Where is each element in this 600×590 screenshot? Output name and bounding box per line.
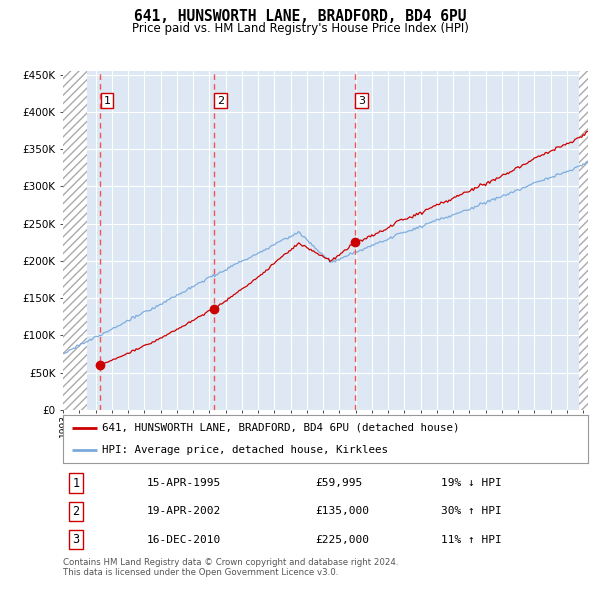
Text: 1: 1	[73, 477, 80, 490]
Text: HPI: Average price, detached house, Kirklees: HPI: Average price, detached house, Kirk…	[103, 445, 388, 455]
Text: 30% ↑ HPI: 30% ↑ HPI	[441, 506, 502, 516]
Text: 11% ↑ HPI: 11% ↑ HPI	[441, 535, 502, 545]
Text: £59,995: £59,995	[315, 478, 362, 488]
Text: 16-DEC-2010: 16-DEC-2010	[147, 535, 221, 545]
Text: Contains HM Land Registry data © Crown copyright and database right 2024.
This d: Contains HM Land Registry data © Crown c…	[63, 558, 398, 577]
Text: Price paid vs. HM Land Registry's House Price Index (HPI): Price paid vs. HM Land Registry's House …	[131, 22, 469, 35]
Text: 15-APR-1995: 15-APR-1995	[147, 478, 221, 488]
Text: £225,000: £225,000	[315, 535, 369, 545]
Text: 3: 3	[358, 96, 365, 106]
Text: 1: 1	[103, 96, 110, 106]
Text: £135,000: £135,000	[315, 506, 369, 516]
Text: 641, HUNSWORTH LANE, BRADFORD, BD4 6PU (detached house): 641, HUNSWORTH LANE, BRADFORD, BD4 6PU (…	[103, 423, 460, 433]
Text: 19% ↓ HPI: 19% ↓ HPI	[441, 478, 502, 488]
Text: 19-APR-2002: 19-APR-2002	[147, 506, 221, 516]
Text: 2: 2	[73, 505, 80, 518]
Text: 641, HUNSWORTH LANE, BRADFORD, BD4 6PU: 641, HUNSWORTH LANE, BRADFORD, BD4 6PU	[134, 9, 466, 24]
Text: 3: 3	[73, 533, 80, 546]
Text: 2: 2	[217, 96, 224, 106]
